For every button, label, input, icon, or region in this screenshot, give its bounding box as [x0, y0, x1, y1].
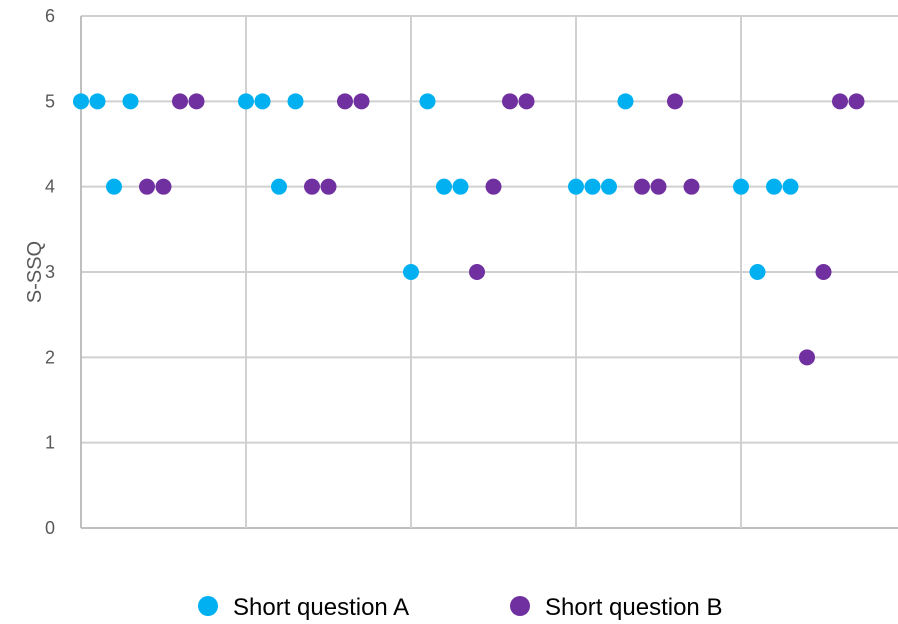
- series-1-point-4: [122, 93, 139, 110]
- series-2-point-12: [518, 93, 535, 110]
- series-2-point-10: [485, 178, 502, 195]
- data-points: [73, 93, 865, 366]
- series-1-point-11: [436, 178, 452, 195]
- series-2-point-14: [650, 178, 667, 195]
- series-2-point-8: [353, 93, 370, 110]
- series-2-point-6: [320, 178, 337, 195]
- series-1-point-1: [73, 93, 89, 110]
- y-tick-label-6: 6: [45, 6, 55, 26]
- series-1-point-19: [766, 178, 782, 195]
- legend-label-2: Short question B: [545, 594, 722, 621]
- y-tick-label-1: 1: [45, 433, 55, 453]
- series-1-point-5: [238, 93, 254, 110]
- series-2-point-13: [634, 178, 650, 195]
- series-2-point-18: [815, 264, 832, 280]
- series-1-point-2: [89, 93, 106, 110]
- y-tick-label-5: 5: [45, 91, 55, 111]
- series-2-point-2: [155, 178, 172, 195]
- series-1-point-14: [584, 178, 601, 195]
- legend: Short question A Short question B: [198, 594, 722, 621]
- series-2-point-1: [139, 178, 155, 195]
- series-2-point-17: [799, 349, 815, 366]
- series-1-point-18: [749, 264, 766, 280]
- y-tick-label-3: 3: [45, 262, 55, 282]
- series-2-point-9: [469, 264, 485, 280]
- gridlines: [80, 15, 898, 529]
- series-2-point-20: [848, 93, 865, 110]
- y-axis-title: S-SSQ: [24, 241, 46, 303]
- series-2-point-7: [337, 93, 353, 110]
- series-2-point-3: [172, 93, 188, 110]
- legend-marker-2: [510, 596, 530, 616]
- series-1-point-6: [254, 93, 271, 110]
- series-1-point-13: [568, 178, 584, 195]
- series-1-point-15: [601, 178, 617, 195]
- series-1-point-20: [782, 178, 799, 195]
- y-tick-label-0: 0: [45, 518, 55, 538]
- series-2-point-11: [502, 93, 518, 110]
- series-1-point-16: [617, 93, 634, 110]
- series-2-point-4: [188, 93, 205, 110]
- series-1-point-10: [419, 93, 436, 110]
- series-2-point-16: [683, 178, 700, 195]
- series-1-point-8: [287, 93, 304, 110]
- y-tick-label-4: 4: [45, 177, 55, 197]
- y-tick-label-2: 2: [45, 347, 55, 367]
- series-1-point-7: [271, 178, 287, 195]
- series-2-point-19: [832, 93, 848, 110]
- y-tick-labels: 0 1 2 3 4 5 6: [45, 6, 55, 538]
- series-1-point-17: [733, 178, 749, 195]
- series-1-point-9: [403, 264, 419, 280]
- legend-label-1: Short question A: [233, 594, 409, 621]
- series-1-point-12: [452, 178, 469, 195]
- series-2-point-5: [304, 178, 320, 195]
- legend-marker-1: [198, 596, 218, 616]
- series-2-point-15: [667, 93, 683, 110]
- series-1-point-3: [106, 178, 122, 195]
